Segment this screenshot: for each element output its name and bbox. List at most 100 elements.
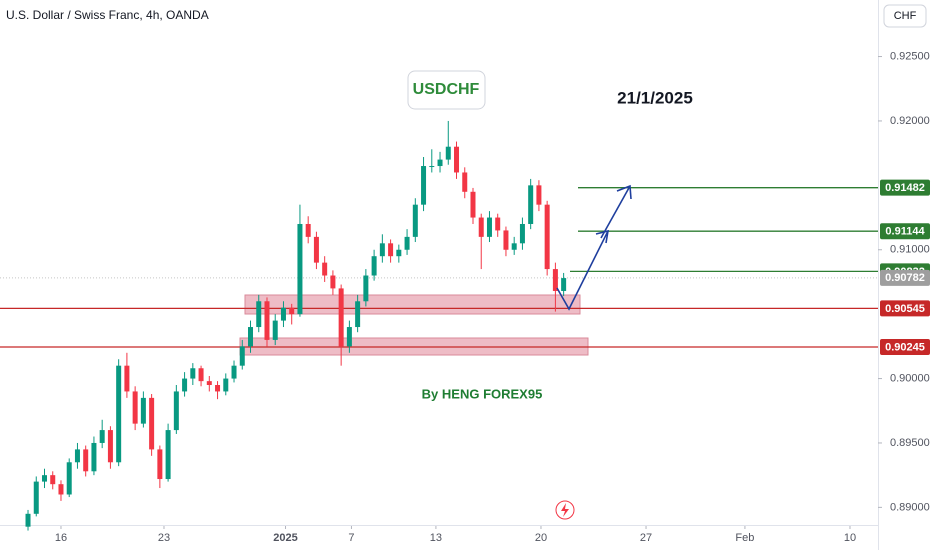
arrow-head [616, 184, 632, 200]
candle-body [256, 301, 262, 328]
candle-body [25, 513, 31, 527]
x-tick-label: Feb [735, 532, 754, 544]
candle-body [83, 449, 89, 472]
y-tick-label: 0.90000 [890, 372, 930, 384]
currency-box[interactable] [883, 4, 927, 28]
candle-body [190, 368, 196, 379]
level-label: 0.91144 [885, 226, 925, 238]
candle-body [412, 204, 418, 237]
date-label: 21/1/2025 [617, 88, 693, 107]
candle-body [297, 223, 303, 315]
candle-body [437, 159, 443, 167]
candle-body [371, 256, 377, 276]
candle-body [140, 397, 146, 424]
candle-body [536, 185, 542, 205]
candle-body [421, 166, 427, 205]
level-label: 0.90545 [885, 303, 925, 315]
event-bolt [561, 503, 569, 517]
candle-body [379, 243, 385, 257]
candle-body [223, 378, 229, 392]
candle-body [157, 449, 163, 480]
y-tick-label: 0.91000 [890, 244, 930, 256]
level-label: 0.90782 [885, 272, 925, 284]
candle-body [346, 327, 352, 347]
candle-body [74, 449, 80, 463]
candle-body [528, 185, 534, 224]
candle-body [173, 391, 179, 431]
level-label: 0.91482 [885, 182, 925, 194]
candle-body [511, 243, 517, 250]
projection-arrow [556, 230, 609, 311]
candle-body [503, 230, 509, 250]
x-tick-label: 20 [535, 532, 547, 544]
candle-body [50, 475, 56, 485]
level-label-bg [880, 179, 930, 196]
candle-body [289, 307, 295, 315]
candle-body [231, 365, 237, 379]
candle-body [99, 430, 105, 443]
x-tick-label: 16 [55, 532, 67, 544]
y-tick-label: 0.89000 [890, 501, 930, 513]
candle-body [239, 346, 245, 366]
symbol-box [407, 70, 486, 110]
candle-body [561, 278, 567, 291]
candle-body [486, 217, 492, 237]
candle-body [388, 243, 394, 257]
level-label-bg [880, 300, 930, 317]
x-tick-label: 2025 [273, 532, 297, 544]
candles [25, 120, 567, 531]
candle-body [322, 262, 328, 276]
candle-body [355, 301, 361, 328]
candle-body [454, 146, 460, 173]
candle-body [116, 365, 122, 463]
level-label: 0.90245 [885, 341, 925, 353]
candle-body [165, 430, 171, 480]
currency-label: CHF [894, 10, 917, 22]
candle-body [363, 275, 369, 302]
candle-body [124, 365, 130, 392]
candle-body [519, 223, 525, 244]
level-label-bg [880, 339, 930, 356]
arrow-head [595, 229, 609, 244]
level-label-bg [880, 269, 930, 286]
x-tick-label: 7 [348, 532, 354, 544]
candle-body [182, 378, 188, 392]
candle-body [495, 217, 501, 231]
candle-body [206, 381, 212, 385]
levels [0, 187, 878, 348]
candle-body [313, 236, 319, 263]
level-label-bg [880, 223, 930, 240]
candle-body [429, 166, 435, 168]
candle-body [41, 475, 47, 482]
candle-body [470, 191, 476, 218]
x-tick-label: 27 [640, 532, 652, 544]
candle-body [445, 146, 451, 160]
candle-body [462, 172, 468, 192]
candle-body [198, 368, 204, 382]
symbol-label: USDCHF [413, 81, 480, 98]
candle-body [149, 397, 155, 450]
x-tick-label: 13 [430, 532, 442, 544]
chart-title: U.S. Dollar / Swiss Franc, 4h, OANDA [6, 8, 209, 22]
x-tick-label: 23 [158, 532, 170, 544]
candle-body [396, 249, 402, 257]
y-tick-label: 0.92500 [890, 50, 930, 62]
candle-body [66, 462, 72, 495]
candle-body [107, 430, 113, 463]
candle-body [404, 236, 410, 250]
candle-body [248, 327, 254, 347]
candle-body [132, 391, 138, 424]
support-zone [244, 294, 581, 315]
candle-body [305, 223, 311, 237]
x-tick-label: 10 [844, 532, 856, 544]
projection-arrow [600, 185, 631, 239]
candle-body [280, 307, 286, 321]
author-label: By HENG FOREX95 [422, 386, 543, 401]
candle-body [478, 217, 484, 237]
candle-body [215, 385, 221, 392]
candle-body [338, 288, 344, 347]
candle-body [33, 481, 39, 514]
candle-body [91, 442, 97, 472]
